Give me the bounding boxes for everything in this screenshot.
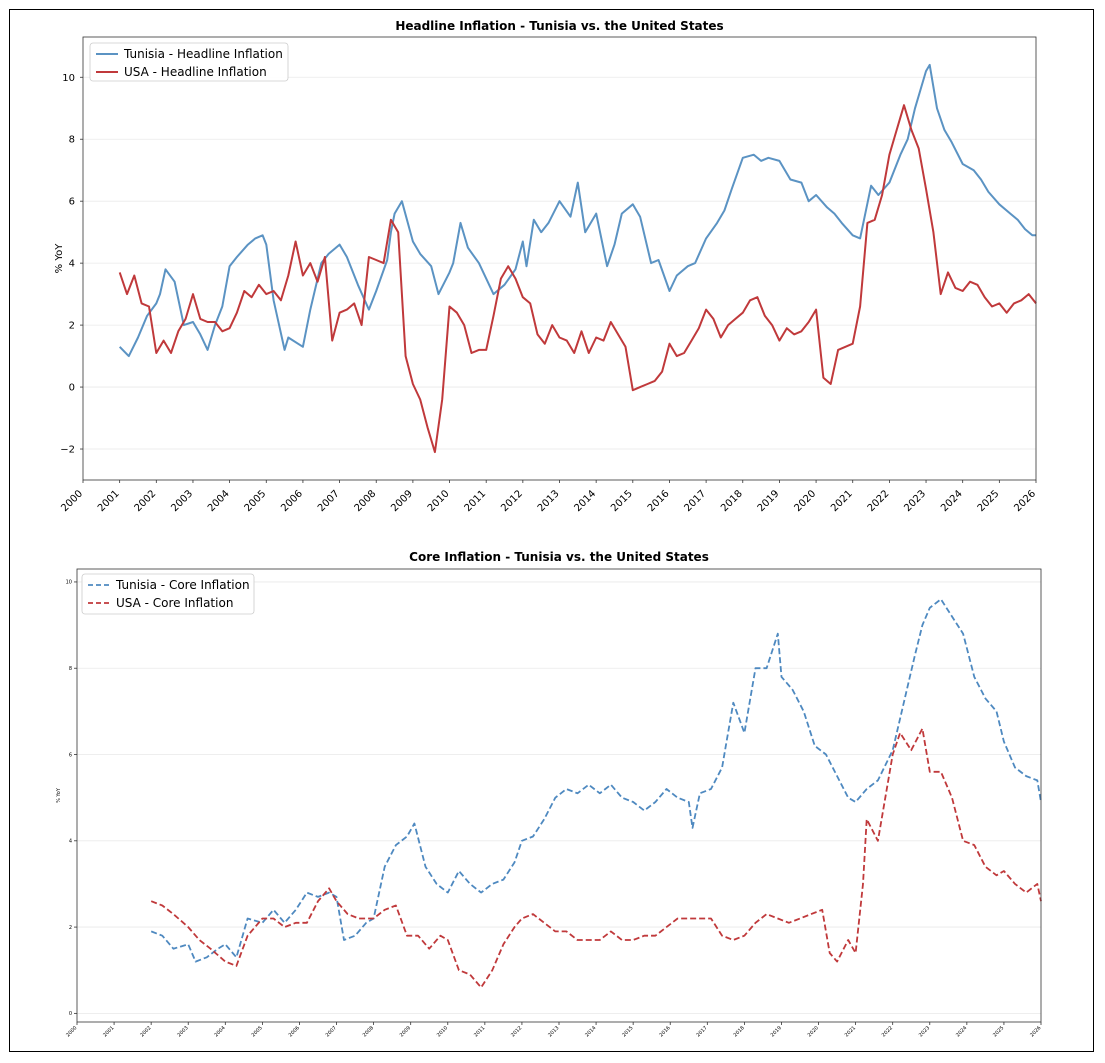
y-axis-label: % YoY: [54, 243, 65, 274]
x-tick-label: 2014: [584, 1025, 597, 1038]
y-tick-label: 8: [69, 135, 75, 146]
plot-area: [76, 568, 1042, 1023]
chart-1: −2 0 2 4 6 8 10 2000 2001 2002 2003 2004 2005 2006 200…: [54, 19, 1038, 514]
legend-label: USA - Core Inflation: [116, 596, 233, 610]
x-tick-label: 2002: [139, 1025, 152, 1038]
figure-frame: [9, 9, 1094, 1052]
x-tick-label: 2007: [325, 1025, 338, 1038]
x-tick-label: 2005: [251, 1025, 264, 1038]
x-tick-label: 2021: [829, 488, 855, 514]
x-tick-label: 2016: [646, 488, 672, 514]
x-tick-label: 2023: [902, 488, 928, 514]
series-line-1: [150, 598, 1042, 963]
x-tick-label: 2026: [1029, 1025, 1042, 1038]
legend: Tunisia - Headline Inflation USA - Headli…: [89, 42, 289, 82]
x-tick-label: 2013: [547, 1025, 560, 1038]
x-tick-label: 2019: [756, 488, 782, 514]
x-tick-label: 2024: [939, 488, 965, 514]
x-tick-label: 2008: [362, 1025, 375, 1038]
x-tick-label: 2007: [316, 488, 342, 514]
y-tick-label: 2: [69, 321, 75, 332]
chart-title: Core Inflation - Tunisia vs. the United …: [409, 550, 709, 564]
x-tick-label: 2013: [536, 488, 562, 514]
x-tick-label: 2022: [866, 488, 892, 514]
x-tick-label: 2012: [499, 488, 525, 514]
x-tick-label: 2001: [102, 1025, 115, 1038]
chart-title: Headline Inflation - Tunisia vs. the Uni…: [395, 19, 723, 33]
x-tick-label: 2017: [695, 1025, 708, 1038]
x-tick-label: 2011: [473, 1025, 486, 1038]
x-tick-label: 2001: [96, 488, 122, 514]
series-line-1: [118, 63, 1036, 358]
legend-label: Tunisia - Core Inflation: [115, 578, 250, 592]
x-tick-label: 2025: [992, 1025, 1005, 1038]
y-tick-label: 8: [69, 666, 72, 672]
x-tick-label: 2019: [770, 1025, 783, 1038]
legend: Tunisia - Core Inflation USA - Core Infla…: [81, 573, 255, 615]
x-tick-label: 2025: [976, 488, 1002, 514]
x-tick-label: 2009: [389, 488, 415, 514]
x-tick-label: 2024: [955, 1025, 968, 1038]
x-tick-label: 2023: [918, 1025, 931, 1038]
x-tick-label: 2018: [719, 488, 745, 514]
x-tick-label: 2015: [609, 488, 635, 514]
series-line-2: [118, 104, 1037, 454]
series-line-2: [150, 727, 1042, 989]
plot-area: [82, 36, 1037, 481]
y-tick-label: 10: [66, 580, 72, 586]
legend-box: [89, 42, 289, 82]
x-tick-label: 2004: [213, 1025, 226, 1038]
legend-label: USA - Headline Inflation: [124, 65, 267, 79]
x-tick-label: 2011: [463, 488, 489, 514]
y-tick-label: 0: [69, 383, 75, 394]
x-tick-label: 2026: [1012, 488, 1038, 514]
y-tick-label: 0: [69, 1011, 72, 1017]
y-tick-label: 6: [69, 752, 72, 758]
legend-box: [81, 573, 255, 615]
y-tick-label: 2: [69, 925, 72, 931]
x-tick-label: 2009: [399, 1025, 412, 1038]
y-tick-label: −2: [60, 445, 75, 456]
x-tick-label: 2018: [733, 1025, 746, 1038]
x-tick-label: 2010: [436, 1025, 449, 1038]
y-tick-label: 10: [62, 73, 75, 84]
x-tick-label: 2022: [881, 1025, 894, 1038]
x-tick-label: 2000: [59, 488, 85, 514]
x-tick-label: 2002: [133, 488, 159, 514]
x-tick-label: 2016: [658, 1025, 671, 1038]
x-tick-label: 2006: [279, 488, 305, 514]
x-tick-label: 2003: [176, 1025, 189, 1038]
y-axis-label: % YoY: [56, 787, 62, 803]
x-tick-label: 2005: [243, 488, 269, 514]
x-tick-label: 2021: [844, 1025, 857, 1038]
x-tick-label: 2017: [682, 488, 708, 514]
x-tick-label: 2010: [426, 488, 452, 514]
x-tick-label: 2003: [169, 488, 195, 514]
y-tick-label: 4: [69, 259, 75, 270]
x-tick-label: 2014: [572, 488, 598, 514]
y-tick-label: 4: [69, 839, 72, 845]
x-tick-label: 2020: [807, 1025, 820, 1038]
x-tick-label: 2012: [510, 1025, 523, 1038]
x-tick-label: 2020: [792, 488, 818, 514]
x-tick-label: 2004: [206, 488, 232, 514]
x-tick-label: 2000: [65, 1025, 78, 1038]
x-tick-label: 2006: [288, 1025, 301, 1038]
y-tick-label: 6: [69, 197, 75, 208]
x-tick-label: 2008: [353, 488, 379, 514]
x-tick-label: 2015: [621, 1025, 634, 1038]
chart-2: 0 2 4 6 8 10 2000 2001 2002 2003 2004 2005 2006 2007 2…: [56, 550, 1042, 1038]
legend-label: Tunisia - Headline Inflation: [123, 47, 283, 61]
